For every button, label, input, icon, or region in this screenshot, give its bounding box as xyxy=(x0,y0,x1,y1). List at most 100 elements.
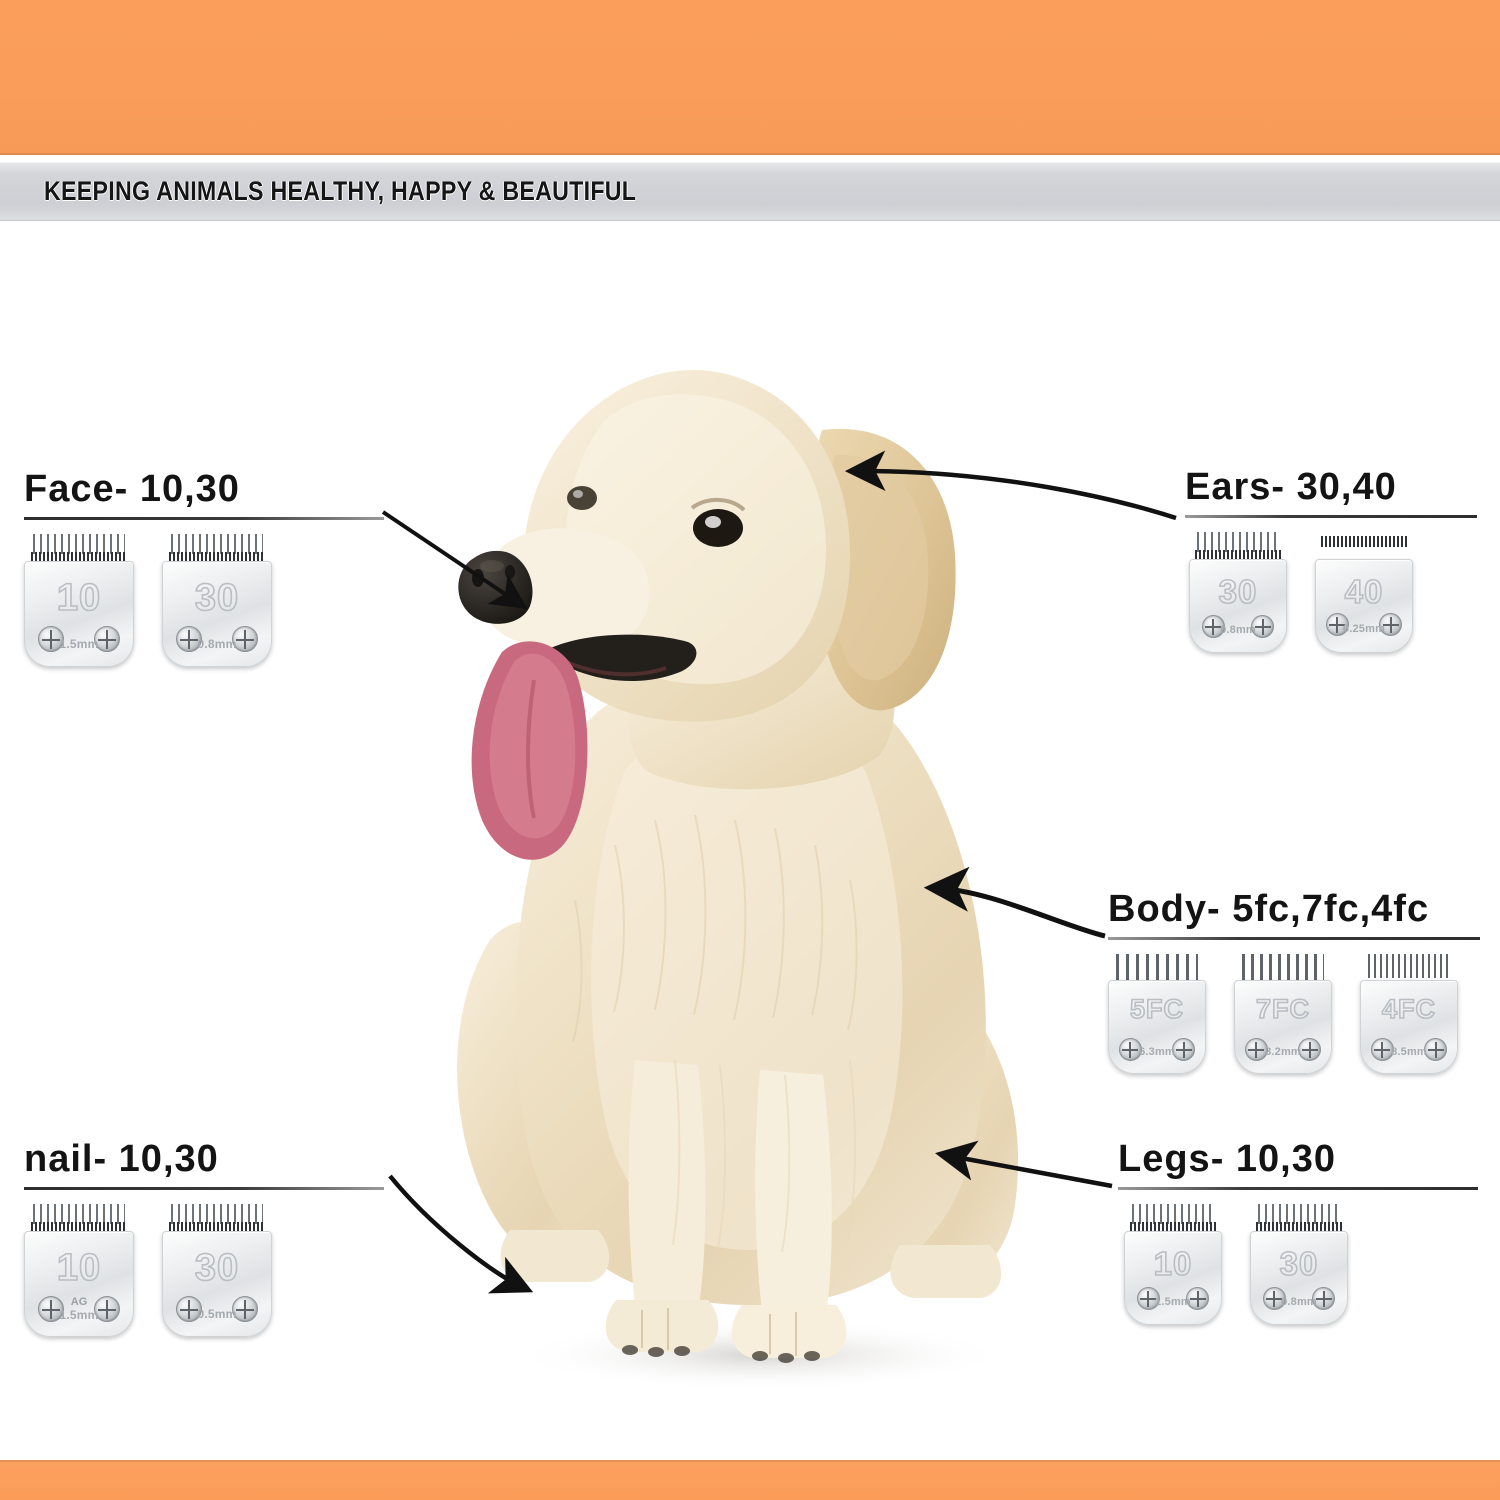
screw-icon xyxy=(1201,615,1225,639)
blade-teeth-fine-icon xyxy=(168,1222,266,1233)
screw-icon xyxy=(1424,1038,1448,1062)
blade-plate: 40 0.25mm xyxy=(1315,559,1413,653)
screw-icon xyxy=(232,1296,259,1323)
blade-size: 0.5mm xyxy=(197,1306,237,1321)
blade-teeth-long-icon xyxy=(32,1204,126,1224)
blade-size: 3.2mm xyxy=(1265,1046,1301,1059)
blade-item: 5FC 6.3mm xyxy=(1108,954,1206,1074)
screw-icon xyxy=(1186,1287,1210,1311)
callout-nail-rule xyxy=(24,1187,384,1190)
callout-body: Body- 5fc,7fc,4fc 5FC 6.3mm 7FC 3.2mm xyxy=(1108,890,1480,1074)
screw-icon xyxy=(94,626,121,653)
blade-plate: 4FC 8.5mm xyxy=(1360,980,1458,1074)
blade-plate: 30 0.8mm xyxy=(1250,1231,1348,1325)
screw-icon xyxy=(1244,1038,1268,1062)
tagline-bar: KEEPING ANIMALS HEALTHY, HAPPY & BEAUTIF… xyxy=(0,162,1500,221)
screw-icon xyxy=(1379,613,1403,637)
blade-teeth-fine-icon xyxy=(168,552,266,563)
blade-teeth-long-icon xyxy=(170,1204,264,1224)
callout-ears-rule xyxy=(1185,515,1477,518)
blade-size: 0.8mm xyxy=(1220,624,1256,637)
blade-number: 30 xyxy=(1218,572,1258,611)
blade-item: 10 1.5mm xyxy=(1124,1204,1222,1325)
blade-item: 30 0.5mm xyxy=(162,1204,272,1337)
callout-legs: Legs- 10,30 10 1.5mm 30 xyxy=(1118,1140,1478,1325)
screw-icon xyxy=(175,626,202,653)
blade-item: 30 0.8mm xyxy=(162,534,272,667)
blade-plate: 7FC 3.2mm xyxy=(1234,980,1332,1074)
blade-teeth-fine-icon xyxy=(30,1222,128,1233)
blade-size: 1.5mm xyxy=(59,636,99,651)
top-orange-band xyxy=(0,0,1500,155)
screw-icon xyxy=(1262,1287,1286,1311)
screw-icon xyxy=(1118,1038,1142,1062)
blade-teeth-fine-icon xyxy=(1320,536,1408,547)
screw-icon xyxy=(1370,1038,1394,1062)
blade-size: 0.8mm xyxy=(197,636,237,651)
blade-number: 30 xyxy=(1279,1244,1319,1283)
blade-number: 10 xyxy=(1153,1244,1193,1283)
dog-photo xyxy=(430,300,1070,1391)
blade-size: 0.25mm xyxy=(1342,622,1386,635)
callout-body-rule xyxy=(1108,937,1480,940)
screw-icon xyxy=(1325,613,1349,637)
blade-item: 7FC 3.2mm xyxy=(1234,954,1332,1074)
callout-ears: Ears- 30,40 30 0.8mm 40 0.25mm xyxy=(1185,468,1477,653)
blade-teeth-fine-icon xyxy=(1129,1222,1217,1233)
blade-series-code: AG xyxy=(70,1296,88,1309)
blade-number: 4FC xyxy=(1381,993,1436,1025)
callout-face-rule xyxy=(24,517,384,520)
screw-icon xyxy=(1172,1038,1196,1062)
blade-teeth-long-icon xyxy=(1241,954,1325,980)
callout-ears-label: Ears- 30,40 xyxy=(1185,466,1397,508)
callout-legs-rule xyxy=(1118,1187,1478,1190)
screw-icon xyxy=(1251,615,1275,639)
tagline-text: KEEPING ANIMALS HEALTHY, HAPPY & BEAUTIF… xyxy=(44,176,637,206)
blade-number: 10 xyxy=(56,1246,102,1290)
blade-plate: 30 0.5mm xyxy=(162,1231,272,1337)
blade-teeth-fine-icon xyxy=(30,552,128,563)
dog-illustration xyxy=(457,370,1019,1391)
blade-teeth-long-icon xyxy=(1257,1204,1341,1224)
blade-size: 1.5mm xyxy=(59,1307,99,1322)
blade-number: 40 xyxy=(1344,572,1384,611)
blade-number: 30 xyxy=(194,1246,240,1290)
blade-number: 10 xyxy=(56,576,102,620)
blade-teeth-fine-icon xyxy=(1194,550,1282,561)
blade-size: 1.5mm xyxy=(1155,1296,1191,1309)
callout-nail-blades: 10 AG 1.5mm 30 0.5mm xyxy=(24,1204,384,1337)
blade-item: 10 1.5mm xyxy=(24,534,134,667)
blade-size: 0.8mm xyxy=(1281,1296,1317,1309)
blade-teeth-fine-icon xyxy=(1255,1222,1343,1233)
blade-item: 30 0.8mm xyxy=(1189,532,1287,653)
blade-number: 5FC xyxy=(1129,993,1184,1025)
blade-plate: 10 AG 1.5mm xyxy=(24,1231,134,1337)
screw-icon xyxy=(175,1296,202,1323)
screw-icon xyxy=(37,626,64,653)
callout-ears-blades: 30 0.8mm 40 0.25mm xyxy=(1189,532,1477,653)
blade-teeth-long-icon xyxy=(1196,532,1280,552)
callout-legs-blades: 10 1.5mm 30 0.8mm xyxy=(1124,1204,1478,1325)
callout-body-blades: 5FC 6.3mm 7FC 3.2mm 4FC xyxy=(1108,954,1480,1074)
blade-teeth-long-icon xyxy=(1131,1204,1215,1224)
screw-icon xyxy=(37,1296,64,1323)
screw-icon xyxy=(1312,1287,1336,1311)
screw-icon xyxy=(1136,1287,1160,1311)
blade-plate: 10 1.5mm xyxy=(24,561,134,667)
blade-number: 30 xyxy=(194,576,240,620)
bottom-orange-band xyxy=(0,1460,1500,1500)
blade-plate: 10 1.5mm xyxy=(1124,1231,1222,1325)
blade-plate: 5FC 6.3mm xyxy=(1108,980,1206,1074)
blade-item: 30 0.8mm xyxy=(1250,1204,1348,1325)
blade-size: 8.5mm xyxy=(1391,1046,1427,1059)
callout-face: Face- 10,30 10 1.5mm 30 xyxy=(24,470,384,667)
blade-plate: 30 0.8mm xyxy=(1189,559,1287,653)
callout-body-label: Body- 5fc,7fc,4fc xyxy=(1108,888,1430,930)
blade-teeth-long-icon xyxy=(170,534,264,554)
blade-item: 10 AG 1.5mm xyxy=(24,1204,134,1337)
blade-item: 4FC 8.5mm xyxy=(1360,954,1458,1074)
callout-nail-label: nail- 10,30 xyxy=(24,1138,219,1180)
callout-face-label: Face- 10,30 xyxy=(24,468,240,510)
screw-icon xyxy=(94,1296,121,1323)
